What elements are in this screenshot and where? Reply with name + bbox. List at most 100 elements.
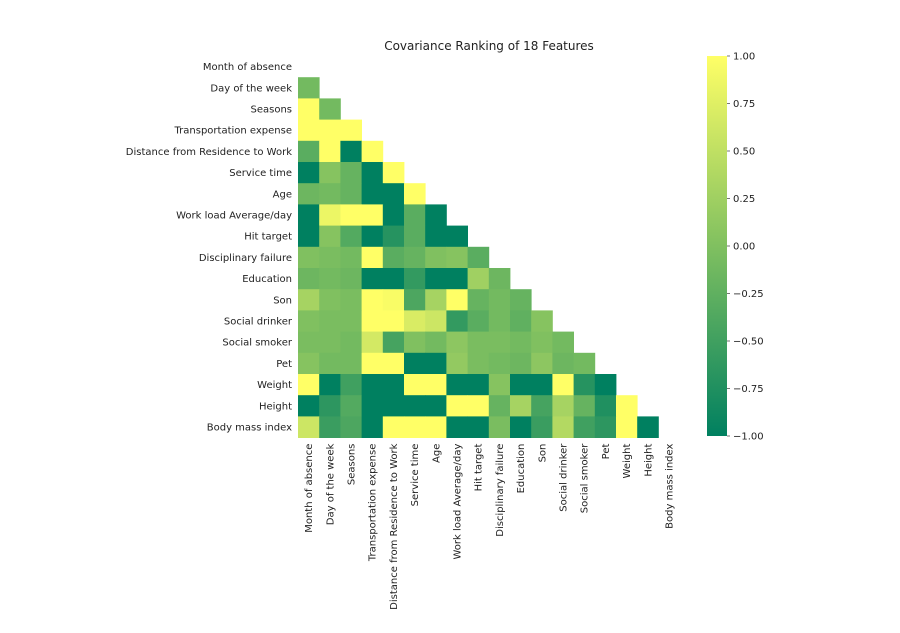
heatmap-cell — [361, 268, 384, 290]
heatmap-cell — [531, 310, 553, 332]
y-tick-label: Social drinker — [224, 317, 293, 328]
heatmap-cell — [425, 310, 447, 332]
heatmap-cell — [319, 119, 341, 142]
heatmap-cell — [510, 352, 532, 375]
x-tick-label: Hit target — [474, 444, 485, 492]
heatmap-cell — [467, 268, 490, 290]
heatmap-cell — [446, 225, 468, 248]
heatmap-cell — [573, 352, 596, 375]
heatmap-cell — [510, 416, 532, 438]
x-tick-label: Weight — [622, 444, 633, 479]
colorbar-tick-label: −0.25 — [733, 289, 764, 300]
x-tick-label: Social smoker — [580, 443, 591, 513]
heatmap-cell — [573, 374, 596, 396]
heatmap-cell — [382, 416, 405, 438]
heatmap-cell — [425, 225, 447, 248]
heatmap-cell — [361, 289, 384, 311]
y-tick-label: Son — [273, 295, 292, 306]
x-tick-label: Height — [643, 444, 654, 477]
heatmap-cell — [425, 352, 447, 375]
heatmap-cell — [319, 416, 341, 438]
heatmap-cell — [510, 395, 532, 417]
y-tick-label: Height — [259, 401, 292, 412]
heatmap-cell — [446, 246, 468, 269]
heatmap-cell — [404, 352, 426, 375]
heatmap-cell — [531, 352, 553, 375]
heatmap-cell — [319, 289, 341, 311]
y-tick-label: Work load Average/day — [176, 211, 292, 222]
heatmap-cell — [340, 225, 362, 248]
heatmap-cell — [382, 183, 405, 205]
colorbar-ticks: 1.00 0.75 0.50 0.25 0.00 −0.25 −0.50 −0.75 −1.00 — [727, 52, 764, 443]
heatmap-cell — [446, 352, 468, 375]
heatmap-cell — [425, 416, 447, 438]
heatmap-cell — [298, 98, 320, 120]
heatmap-cell — [361, 310, 384, 332]
heatmap-cell — [298, 140, 320, 163]
heatmap-cell — [319, 204, 341, 226]
heatmap-cell — [531, 416, 553, 438]
heatmap-cell — [361, 204, 384, 226]
heatmap-cell — [446, 268, 468, 290]
heatmap-cell — [531, 374, 553, 396]
heatmap-cell — [298, 395, 320, 417]
heatmap-cell — [594, 416, 617, 438]
heatmap-cell — [404, 289, 426, 311]
heatmap-cell — [488, 289, 511, 311]
heatmap-cell — [340, 204, 362, 226]
heatmap-cell — [361, 246, 384, 269]
heatmap-cell — [382, 225, 405, 248]
heatmap-cell — [340, 352, 362, 375]
y-tick-label: Disciplinary failure — [199, 253, 292, 264]
heatmap-cell — [361, 140, 384, 163]
heatmap-cell — [340, 246, 362, 269]
heatmap-cell — [298, 268, 320, 290]
heatmap-cell — [340, 374, 362, 396]
heatmap-cell — [382, 395, 405, 417]
heatmap-cell — [298, 416, 320, 438]
heatmap-cell — [594, 374, 617, 396]
x-tick-label: Distance from Residence to Work — [389, 443, 400, 609]
heatmap-cell — [467, 289, 490, 311]
x-tick-label: Body mass index — [665, 444, 676, 529]
heatmap-cell — [531, 331, 553, 354]
y-tick-label: Hit target — [244, 232, 292, 243]
heatmap-cell — [361, 162, 384, 184]
y-tick-label: Weight — [257, 380, 292, 391]
heatmap-cell — [552, 374, 574, 396]
heatmap-cell — [298, 289, 320, 311]
x-tick-labels: Month of absence Day of the week Seasons Tr… — [304, 443, 675, 610]
heatmap-cell — [361, 416, 384, 438]
heatmap-cell — [340, 268, 362, 290]
heatmap-cell — [340, 183, 362, 205]
heatmap-cell — [446, 395, 468, 417]
heatmap-cell — [425, 289, 447, 311]
y-tick-label: Education — [242, 274, 292, 285]
heatmap-cell — [361, 225, 384, 248]
x-tick-label: Transportation expense — [368, 444, 379, 562]
y-tick-label: Age — [273, 189, 292, 200]
heatmap-cell — [340, 331, 362, 354]
heatmap-cell — [382, 289, 405, 311]
heatmap-cell — [616, 395, 638, 417]
heatmap-cell — [340, 310, 362, 332]
heatmap-cell — [319, 331, 341, 354]
x-tick-label: Work load Average/day — [453, 444, 464, 560]
x-tick-label: Disciplinary failure — [495, 444, 506, 537]
heatmap-cell — [573, 395, 596, 417]
x-tick-label: Seasons — [347, 444, 358, 486]
heatmap-cell — [510, 374, 532, 396]
heatmap-cell — [319, 225, 341, 248]
heatmap-cell — [319, 352, 341, 375]
heatmap-cell — [510, 331, 532, 354]
x-tick-label: Son — [537, 444, 548, 463]
heatmap-cell — [298, 374, 320, 396]
heatmap-cell — [361, 183, 384, 205]
heatmap-cell — [467, 416, 490, 438]
heatmap-cell — [298, 119, 320, 142]
heatmap-cell — [404, 395, 426, 417]
heatmap-cell — [382, 352, 405, 375]
colorbar-tick-label: 0.00 — [733, 242, 755, 253]
heatmap-cell — [382, 310, 405, 332]
